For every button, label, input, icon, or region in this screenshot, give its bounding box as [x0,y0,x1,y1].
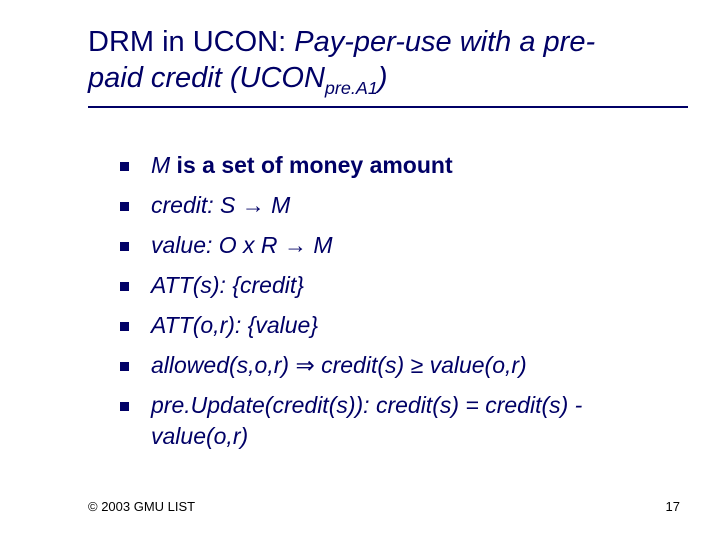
text-span: pre.Update(credit(s)): credit(s) = credi… [151,392,582,449]
text-span: is a set of money amount [170,152,452,178]
square-bullet-icon [120,162,129,171]
slide: DRM in UCON: Pay-per-use with a pre- pai… [0,0,720,540]
list-item-text: pre.Update(credit(s)): credit(s) = credi… [151,390,680,452]
text-span: credit: S [151,192,242,218]
list-item-text: M is a set of money amount [151,150,453,181]
list-item: ATT(o,r): {value} [120,310,680,341]
square-bullet-icon [120,242,129,251]
list-item: M is a set of money amount [120,150,680,181]
list-item: value: O x R → M [120,230,680,261]
text-span: allowed(s,o,r) [151,352,295,378]
list-item-text: allowed(s,o,r) ⇒ credit(s) ≥ value(o,r) [151,350,527,381]
title-subscript: pre.A1 [325,78,378,98]
title-line-2: paid credit (UCONpre.A1) [88,60,688,99]
title-line2-lead: paid credit (UCON [88,62,325,94]
square-bullet-icon [120,202,129,211]
bullet-list: M is a set of money amountcredit: S → Mv… [120,150,680,461]
text-span: ATT(o,r): {value} [151,312,318,338]
list-item: credit: S → M [120,190,680,221]
footer-page-number: 17 [666,499,680,514]
text-span: M [265,192,291,218]
text-span: credit(s) [315,352,411,378]
title-italic-tail: Pay-per-use with a pre- [286,26,595,58]
list-item: ATT(s): {credit} [120,270,680,301]
square-bullet-icon [120,282,129,291]
text-span: M [307,232,333,258]
text-span: → [242,192,265,218]
slide-title: DRM in UCON: Pay-per-use with a pre- pai… [88,24,688,108]
list-item: pre.Update(credit(s)): credit(s) = credi… [120,390,680,452]
square-bullet-icon [120,402,129,411]
list-item: allowed(s,o,r) ⇒ credit(s) ≥ value(o,r) [120,350,680,381]
list-item-text: value: O x R → M [151,230,333,261]
text-span: → [284,232,307,258]
square-bullet-icon [120,362,129,371]
text-span: ⇒ [295,352,314,378]
text-span: value: O x R [151,232,284,258]
list-item-text: credit: S → M [151,190,290,221]
text-span: value(o,r) [423,352,527,378]
text-span: ATT(s): {credit} [151,272,304,298]
footer-copyright: © 2003 GMU LIST [88,499,195,514]
list-item-text: ATT(s): {credit} [151,270,304,301]
square-bullet-icon [120,322,129,331]
title-line2-close: ) [378,62,388,94]
text-span: ≥ [411,352,424,378]
title-line-1: DRM in UCON: Pay-per-use with a pre- [88,24,688,60]
text-span: M [151,152,170,178]
list-item-text: ATT(o,r): {value} [151,310,318,341]
title-plain: DRM in UCON: [88,26,286,58]
